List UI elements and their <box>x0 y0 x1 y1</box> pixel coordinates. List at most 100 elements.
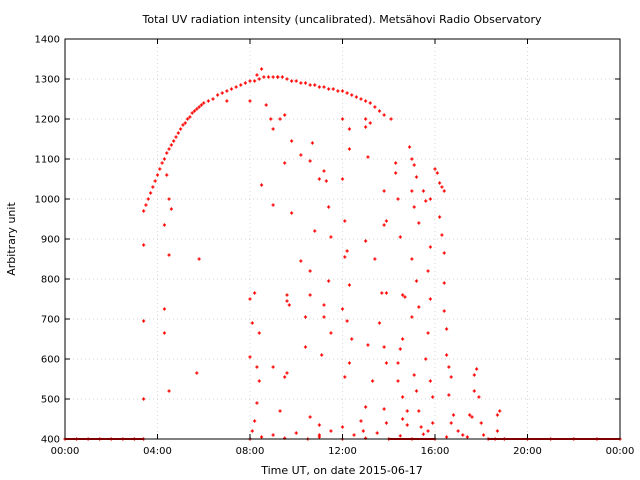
data-point <box>146 197 150 201</box>
data-point <box>283 113 287 117</box>
data-point <box>424 199 428 203</box>
data-point <box>407 145 412 149</box>
data-point <box>259 67 264 71</box>
x-axis-label: Time UT, on date 2015-06-17 <box>260 464 423 477</box>
data-point <box>197 257 201 261</box>
data-point <box>444 435 449 439</box>
data-point <box>216 93 220 97</box>
data-point <box>421 189 426 193</box>
data-point <box>384 421 389 425</box>
data-point <box>317 85 321 89</box>
data-point <box>359 97 363 101</box>
data-point <box>449 421 453 425</box>
data-point <box>264 103 268 107</box>
data-point <box>257 379 261 383</box>
data-point <box>398 235 402 239</box>
data-point <box>151 185 155 189</box>
data-point <box>211 97 215 101</box>
data-point <box>276 75 280 79</box>
data-point <box>472 373 476 377</box>
data-point <box>461 433 465 437</box>
data-point <box>414 389 419 393</box>
data-point <box>329 429 333 433</box>
data-point <box>183 121 187 125</box>
data-point <box>167 197 171 201</box>
data-point <box>155 173 160 177</box>
data-point <box>361 429 365 433</box>
data-point <box>401 417 405 421</box>
data-point <box>477 395 481 399</box>
data-point <box>347 283 352 287</box>
data-point <box>417 221 421 225</box>
data-point <box>412 373 416 377</box>
data-point <box>299 81 303 85</box>
data-point <box>389 117 393 121</box>
data-point <box>317 435 321 439</box>
data-point <box>320 353 324 357</box>
data-point <box>142 397 146 401</box>
data-point <box>181 123 185 127</box>
data-point <box>262 75 266 79</box>
data-point <box>322 85 326 89</box>
data-point <box>317 423 321 427</box>
data-point <box>442 189 446 193</box>
data-point <box>239 83 243 87</box>
data-point <box>468 413 472 417</box>
data-point <box>327 87 331 91</box>
data-point <box>167 389 171 393</box>
data-point <box>364 117 368 121</box>
data-point <box>405 423 409 427</box>
x-tick-label: 00:00 <box>606 446 635 457</box>
data-point <box>495 429 500 433</box>
data-point <box>290 211 294 215</box>
data-point <box>253 291 257 295</box>
data-point <box>495 413 500 417</box>
data-point <box>278 117 282 121</box>
data-point <box>352 433 356 437</box>
data-point <box>179 127 183 131</box>
data-point <box>280 75 284 79</box>
data-point <box>472 389 476 393</box>
data-point <box>345 249 349 253</box>
data-point <box>405 409 409 413</box>
data-point <box>144 203 148 207</box>
data-point <box>396 197 400 201</box>
data-point <box>481 433 486 437</box>
data-point <box>347 127 352 131</box>
data-point <box>343 255 347 259</box>
y-tick-label: 1300 <box>35 75 60 86</box>
data-point <box>350 337 354 341</box>
x-tick-label: 20:00 <box>513 446 542 457</box>
data-point <box>290 139 294 143</box>
data-point <box>285 77 289 81</box>
data-point <box>259 183 264 187</box>
data-point <box>271 433 275 437</box>
data-point <box>347 147 352 151</box>
y-tick-label: 600 <box>41 355 60 366</box>
data-point <box>324 179 328 183</box>
data-point <box>403 295 407 299</box>
data-point <box>373 257 377 261</box>
data-point <box>398 434 402 438</box>
data-point <box>377 321 382 325</box>
x-tick-label: 00:00 <box>51 446 80 457</box>
data-point <box>442 251 446 255</box>
data-point <box>327 279 331 283</box>
data-point <box>475 367 479 371</box>
data-point <box>269 117 273 121</box>
data-point <box>285 299 289 303</box>
data-point <box>160 161 164 165</box>
data-point <box>259 435 264 439</box>
data-point <box>343 219 347 223</box>
data-point <box>368 121 372 125</box>
data-point <box>447 393 451 397</box>
data-point <box>169 207 173 211</box>
axis-layer: 400 500 600 700 800 900 1000 1100 1200 1300 1400 00… <box>35 35 635 458</box>
x-tick-label: 04:00 <box>143 446 172 457</box>
data-point <box>359 419 363 423</box>
data-point <box>498 409 502 413</box>
data-point <box>266 75 271 79</box>
x-tick-label: 16:00 <box>421 446 450 457</box>
data-point <box>142 319 146 323</box>
data-point <box>350 93 354 97</box>
